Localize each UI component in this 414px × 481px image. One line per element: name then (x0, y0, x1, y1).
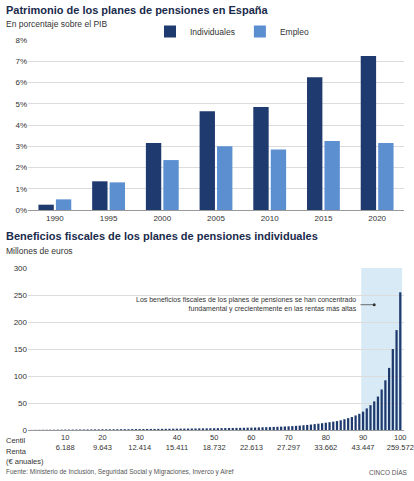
svg-text:2000: 2000 (153, 214, 171, 223)
svg-text:2%: 2% (15, 163, 27, 172)
svg-text:4%: 4% (15, 121, 27, 130)
svg-text:Patrimonio de los planes de pe: Patrimonio de los planes de pensiones en… (6, 4, 269, 16)
svg-text:1%: 1% (15, 185, 27, 194)
svg-text:CINCO DÍAS: CINCO DÍAS (369, 468, 408, 476)
svg-text:1990: 1990 (46, 214, 64, 223)
svg-text:209.643: 209.643 (93, 433, 112, 452)
svg-text:150: 150 (14, 345, 28, 354)
svg-text:3%: 3% (15, 142, 27, 151)
svg-text:3012.414: 3012.414 (128, 433, 151, 452)
svg-text:Fuente: Ministerio de Inclusió: Fuente: Ministerio de Inclusión, Segurid… (6, 468, 234, 476)
svg-text:7%: 7% (15, 57, 27, 66)
svg-text:0: 0 (23, 426, 28, 435)
svg-text:Renta(€ anuales): Renta(€ anuales) (6, 447, 44, 466)
svg-text:7027.297: 7027.297 (277, 433, 300, 452)
svg-text:2010: 2010 (261, 214, 279, 223)
svg-text:5018.732: 5018.732 (203, 433, 226, 452)
svg-text:2005: 2005 (207, 214, 225, 223)
svg-text:0%: 0% (15, 206, 27, 215)
svg-text:250: 250 (14, 291, 28, 300)
svg-text:2020: 2020 (368, 214, 386, 223)
svg-text:50: 50 (18, 399, 27, 408)
svg-text:Millones de euros: Millones de euros (6, 246, 73, 256)
svg-text:6022.613: 6022.613 (240, 433, 263, 452)
svg-text:1995: 1995 (100, 214, 118, 223)
svg-text:4015.411: 4015.411 (166, 433, 188, 452)
svg-text:8%: 8% (15, 36, 27, 45)
svg-text:100: 100 (14, 372, 28, 381)
svg-text:Individuales: Individuales (190, 27, 235, 37)
svg-text:200: 200 (14, 318, 28, 327)
svg-text:106.188: 106.188 (56, 433, 75, 452)
svg-text:100259.572: 100259.572 (387, 433, 414, 452)
svg-text:2015: 2015 (315, 214, 333, 223)
svg-text:En porcentaje sobre el PIB: En porcentaje sobre el PIB (6, 19, 107, 29)
svg-text:5%: 5% (15, 100, 27, 109)
svg-text:8033.662: 8033.662 (314, 433, 337, 452)
svg-text:Empleo: Empleo (280, 27, 309, 37)
svg-text:9043.447: 9043.447 (352, 433, 375, 452)
svg-text:Los beneficios fiscales de los: Los beneficios fiscales de los planes de… (136, 296, 357, 313)
svg-text:6%: 6% (15, 78, 27, 87)
svg-text:Beneficios fiscales de los pla: Beneficios fiscales de los planes de pen… (6, 230, 318, 242)
svg-text:300: 300 (14, 264, 28, 273)
svg-text:Centil: Centil (6, 436, 26, 445)
